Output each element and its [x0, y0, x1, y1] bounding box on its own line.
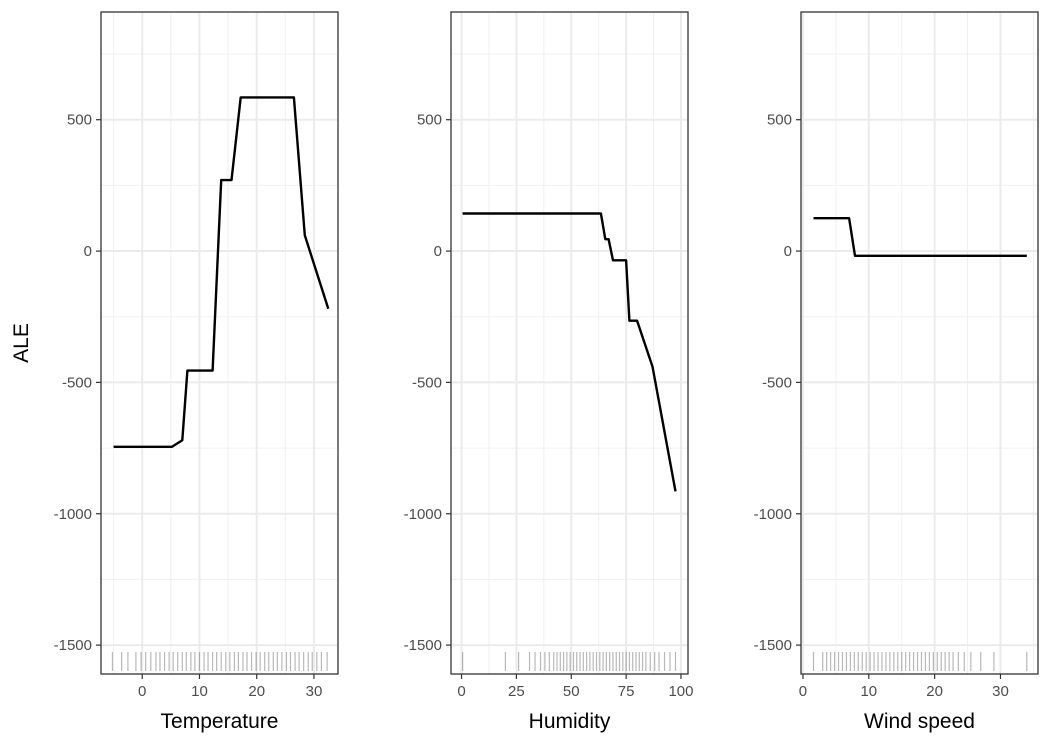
y-tick-label: 500: [67, 112, 92, 129]
x-axis-title: Temperature: [161, 710, 279, 733]
y-tick-label: -1500: [54, 637, 92, 654]
ale-line: [113, 96, 330, 448]
y-tick-label: 0: [784, 243, 792, 260]
x-tick-label: 30: [992, 683, 1009, 700]
panel-temperature: 500 0 -500 -1000 -1500 0 10 20 30 Temperature: [54, 11, 339, 733]
x-tick-label: 10: [191, 683, 208, 700]
rug: [111, 652, 328, 671]
panel-border: [450, 11, 689, 675]
rug: [462, 652, 677, 671]
x-axis-title: Wind speed: [864, 710, 975, 733]
panel-border: [800, 11, 1039, 675]
y-tick-label: -500: [412, 374, 442, 391]
y-tick-label: 0: [84, 243, 92, 260]
y-tick-label: -1000: [754, 506, 792, 523]
x-tick-label: 25: [508, 683, 525, 700]
y-tick-label: -1500: [754, 637, 792, 654]
y-tick-label: -1000: [54, 506, 92, 523]
x-tick-label: 50: [563, 683, 580, 700]
ale-line: [813, 217, 1027, 257]
x-tick-label: 0: [457, 683, 465, 700]
panel-humidity: 500 0 -500 -1000 -1500 0 25 50 75 100 Humidity: [404, 11, 693, 733]
x-tick-label: 30: [306, 683, 323, 700]
panel-border: [100, 11, 339, 675]
y-axis-title: ALE: [10, 323, 33, 363]
rug: [812, 652, 1028, 671]
x-tick-label: 0: [799, 683, 807, 700]
x-axis-title: Humidity: [529, 710, 611, 733]
ale-line: [462, 212, 677, 492]
y-tick-label: -500: [62, 374, 92, 391]
y-tick-label: -500: [762, 374, 792, 391]
x-tick-label: 0: [138, 683, 146, 700]
y-tick-label: 500: [417, 112, 442, 129]
y-tick-label: 0: [434, 243, 442, 260]
x-tick-label: 20: [926, 683, 943, 700]
x-tick-label: 10: [860, 683, 877, 700]
x-tick-label: 20: [248, 683, 265, 700]
y-tick-label: 500: [767, 112, 792, 129]
x-tick-label: 75: [618, 683, 635, 700]
panel-wind-speed: 500 0 -500 -1000 -1500 0 10 20 30 Wind speed: [754, 11, 1039, 733]
y-tick-label: -1000: [404, 506, 442, 523]
y-tick-label: -1500: [404, 637, 442, 654]
x-tick-label: 100: [668, 683, 693, 700]
